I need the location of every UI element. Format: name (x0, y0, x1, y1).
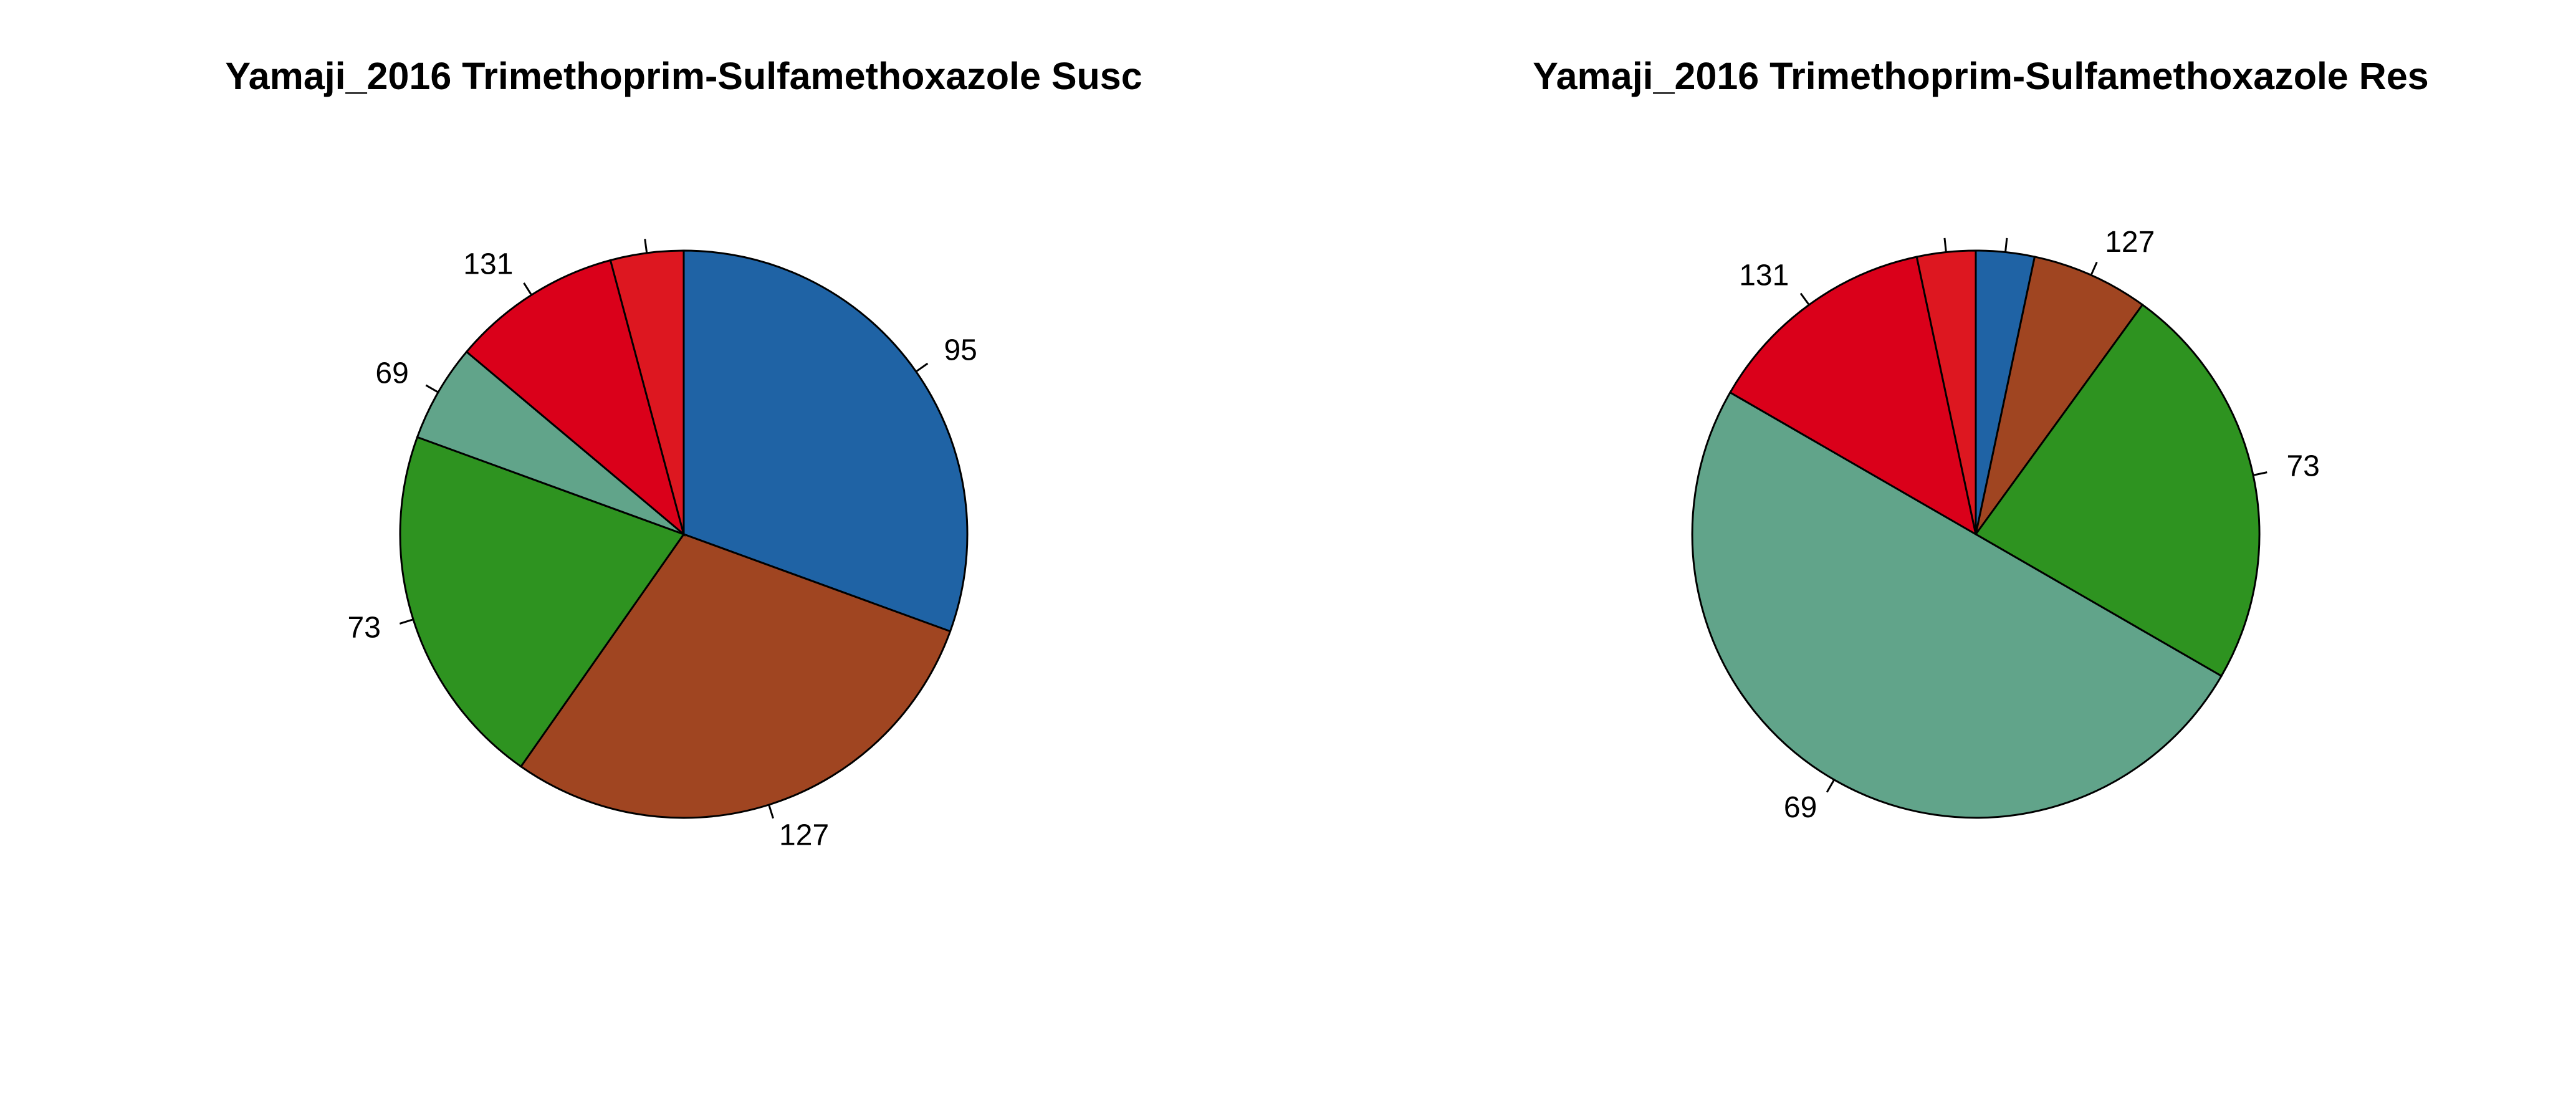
slice-label-tick (2253, 471, 2267, 476)
slice-label: 95 (944, 334, 977, 367)
slice-label: 73 (348, 612, 381, 645)
slice-label: 73 (2286, 450, 2319, 483)
pie-slice (1975, 256, 2144, 535)
slice-label-tick (2090, 261, 2098, 276)
slice-label-tick (425, 384, 439, 393)
chart-title-res: Yamaji_2016 Trimethoprim-Sulfamethoxazol… (1533, 55, 2428, 97)
slice-label-tick (1799, 292, 1810, 305)
slice-label-tick (2004, 238, 2008, 252)
slice-label: 131 (463, 248, 513, 281)
slice-label-tick (915, 362, 929, 373)
pie-slice (519, 533, 952, 819)
pie-chart-res: Yamaji_2016 Trimethoprim-Sulfamethoxazol… (1533, 55, 2428, 824)
pie-slice (609, 249, 685, 535)
slice-label: 131 (1739, 259, 1789, 292)
pie-slice (1691, 391, 2223, 819)
slice-label-tick (523, 282, 532, 295)
slice-label-tick (1943, 238, 1947, 252)
slice-label-tick (644, 239, 648, 254)
slice-label-tick (1826, 779, 1835, 793)
slice-label: 127 (779, 819, 829, 852)
pie-chart-susc: Yamaji_2016 Trimethoprim-Sulfamethoxazol… (225, 55, 1142, 852)
slice-label-tick (768, 804, 774, 819)
pie-slice (416, 350, 684, 535)
slice-label: 69 (1784, 791, 1817, 824)
slice-label-tick (399, 618, 414, 625)
chart-title-susc: Yamaji_2016 Trimethoprim-Sulfamethoxazol… (225, 55, 1142, 97)
slice-label: 127 (2105, 226, 2155, 259)
slice-label: 69 (375, 357, 408, 390)
